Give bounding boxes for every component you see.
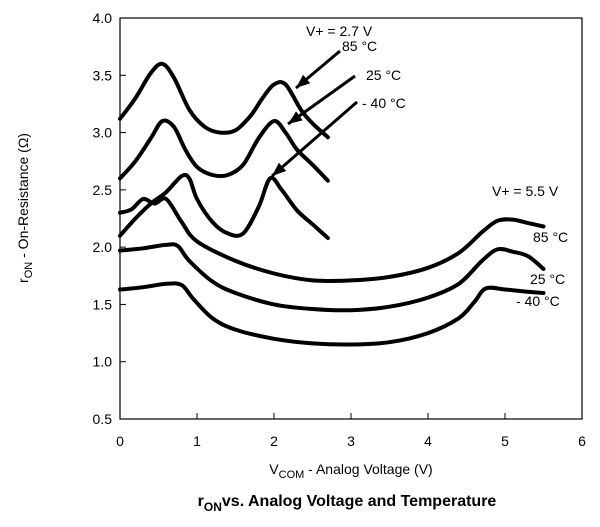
annotation-v55-m40c: - 40 °C <box>516 293 560 309</box>
series-line-2 <box>118 172 330 240</box>
y-tick-label: 1.5 <box>93 296 113 312</box>
series-line-1 <box>118 118 330 183</box>
x-tick-label: 4 <box>424 433 432 449</box>
x-tick-label: 5 <box>501 433 509 449</box>
annotation-v27-m40c: - 40 °C <box>362 95 406 111</box>
y-tick-label: 4.0 <box>93 10 113 26</box>
annotation-v55-25c: 25 °C <box>530 271 565 287</box>
chart-title: rONvs. Analog Voltage and Temperature <box>198 493 497 514</box>
annotation-v27-85c: 85 °C <box>342 38 377 54</box>
y-tick-label: 1.0 <box>93 354 113 370</box>
y-tick-label: 2.0 <box>93 239 113 255</box>
x-tick-label: 1 <box>193 433 201 449</box>
series-curves <box>118 61 546 347</box>
y-tick-label: 2.5 <box>93 182 113 198</box>
series-line-0 <box>118 61 330 140</box>
annotation-v55: V+ = 5.5 V <box>492 183 559 199</box>
series-line-5 <box>118 281 546 347</box>
y-axis-label: rON - On-Resistance (Ω) <box>15 133 35 283</box>
arrow-25c-2v7 <box>287 74 356 126</box>
arrow-m40c-2v7 <box>271 100 358 178</box>
x-tick-label: 2 <box>270 433 278 449</box>
annotation-v27: V+ = 2.7 V <box>306 23 373 39</box>
x-tick-label: 0 <box>116 433 124 449</box>
y-ticks: 0.5 1.0 1.5 2.0 2.5 3.0 3.5 4.0 <box>93 10 126 427</box>
x-tick-label: 6 <box>578 433 586 449</box>
series-line-3 <box>118 196 546 284</box>
y-tick-label: 3.0 <box>93 125 113 141</box>
y-tick-label: 3.5 <box>93 67 113 83</box>
annotation-v27-25c: 25 °C <box>366 67 401 83</box>
arrow-85c-2v7 <box>295 49 341 90</box>
annotation-arrows <box>271 49 358 178</box>
annotation-v55-85c: 85 °C <box>533 229 568 245</box>
x-ticks: 0 1 2 3 4 5 6 <box>116 413 586 449</box>
x-axis-label: VCOM - Analog Voltage (V) <box>269 461 432 481</box>
series-line-4 <box>118 242 546 313</box>
x-tick-label: 3 <box>347 433 355 449</box>
y-tick-label: 0.5 <box>93 411 113 427</box>
